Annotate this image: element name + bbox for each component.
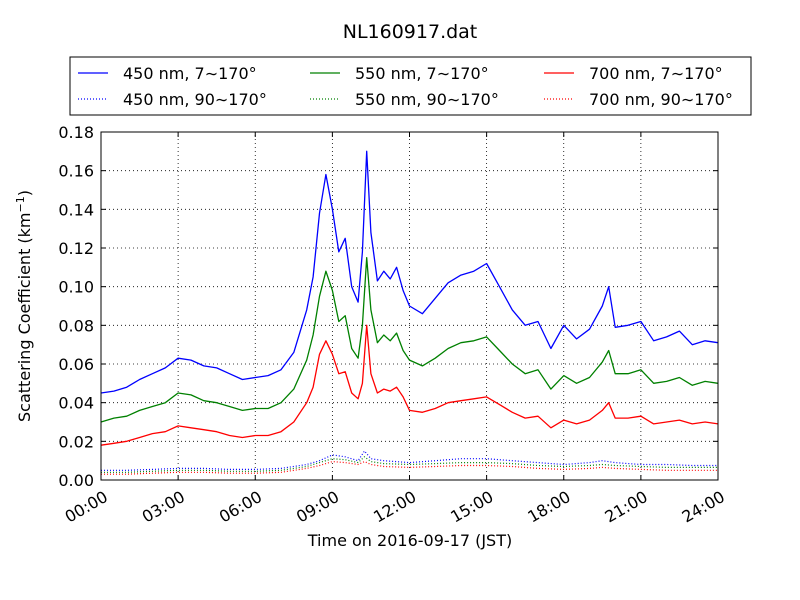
x-tick-label: 21:00 (601, 487, 650, 527)
series-line (100, 150, 719, 394)
series-line (101, 456, 718, 473)
y-axis-label-main: Scattering Coefficient (km (15, 212, 34, 422)
legend-label: 450 nm, 90∼170° (123, 90, 267, 109)
y-tick-label: 0.10 (58, 278, 94, 297)
series-line (100, 257, 719, 423)
y-tick-label: 0.06 (58, 355, 94, 374)
chart-title: NL160917.dat (343, 21, 478, 43)
y-tick-label: 0.12 (58, 239, 94, 258)
y-tick-label: 0.18 (58, 123, 94, 142)
y-tick-label: 0.02 (58, 432, 94, 451)
x-tick-label: 00:00 (62, 487, 111, 527)
legend-label: 700 nm, 90∼170° (589, 90, 733, 109)
legend-label: 450 nm, 7∼170° (123, 64, 257, 83)
x-tick-label: 06:00 (216, 487, 265, 527)
x-tick-label: 24:00 (679, 487, 728, 527)
y-axis-label: Scattering Coefficient (km−1) (14, 190, 34, 422)
series-line (100, 324, 719, 446)
legend-label: 550 nm, 90∼170° (355, 90, 499, 109)
x-tick-label: 09:00 (293, 487, 342, 527)
x-tick-label: 03:00 (139, 487, 188, 527)
plot-series (100, 150, 719, 475)
x-tick-label: 12:00 (370, 487, 419, 527)
x-tick-label: 18:00 (524, 487, 573, 527)
grid-lines (101, 132, 718, 480)
y-tick-label: 0.04 (58, 394, 94, 413)
y-tick-label: 0.16 (58, 162, 94, 181)
y-tick-label: 0.14 (58, 200, 94, 219)
y-tick-label: 0.00 (58, 471, 94, 490)
legend: 450 nm, 7∼170° 550 nm, 7∼170° 700 nm, 7∼17… (69, 56, 752, 116)
y-tick-label: 0.08 (58, 316, 94, 335)
series-line (101, 450, 718, 471)
axis-ticks: 0.00 0.02 0.04 0.06 0.08 0.10 0.12 0.14 0.16 0.18… (58, 123, 728, 527)
series-line (101, 461, 718, 475)
y-axis-label-close: ) (15, 190, 34, 196)
legend-label: 550 nm, 7∼170° (355, 64, 489, 83)
y-axis-label-exponent: −1 (14, 196, 27, 212)
legend-label: 700 nm, 7∼170° (589, 64, 723, 83)
x-axis-label: Time on 2016-09-17 (JST) (307, 531, 512, 550)
x-tick-label: 15:00 (447, 487, 496, 527)
